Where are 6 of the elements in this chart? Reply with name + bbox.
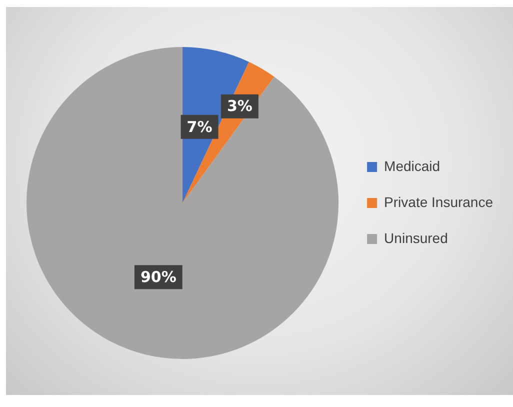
legend-label: Private Insurance [384,194,494,210]
data-label: 7% [186,118,212,136]
legend-label: Medicaid [384,158,440,174]
data-label: 90% [140,268,176,286]
legend-label: Uninsured [384,230,448,246]
data-label: 3% [226,97,252,116]
